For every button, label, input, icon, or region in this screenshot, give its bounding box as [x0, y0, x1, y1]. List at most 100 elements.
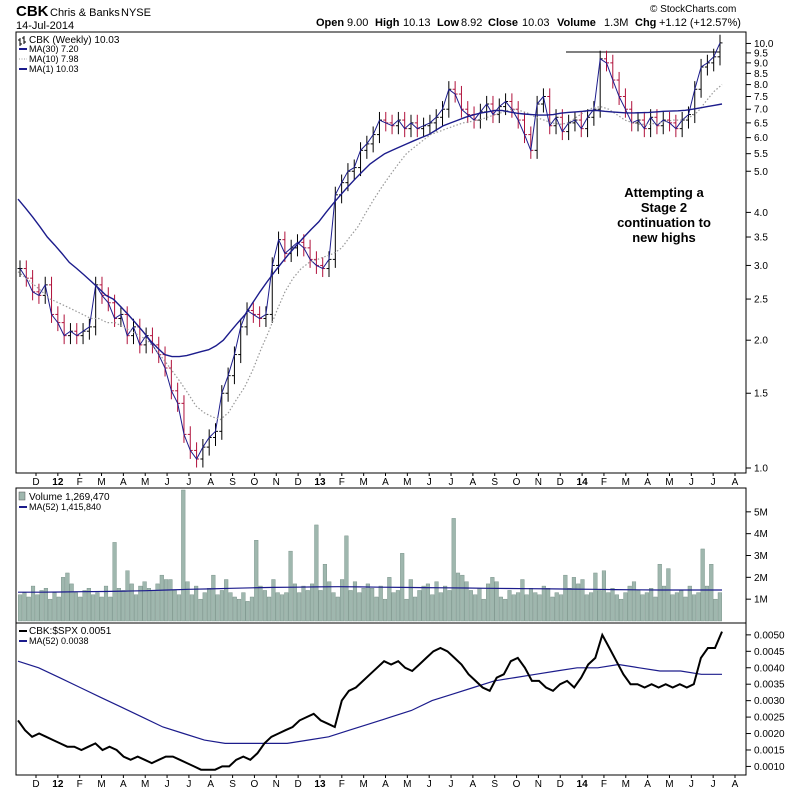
- x-tick-label: A: [470, 779, 477, 790]
- x-tick-label: N: [273, 779, 280, 790]
- volume-bar: [417, 590, 422, 622]
- volume-bar: [365, 583, 370, 622]
- volume-bar: [481, 598, 486, 622]
- volume-bar: [571, 577, 576, 622]
- volume-bar: [327, 581, 332, 622]
- volume-bar: [146, 588, 151, 622]
- volume-bar: [584, 594, 589, 622]
- volume-bar: [301, 585, 306, 622]
- x-tick-label: S: [491, 779, 498, 790]
- volume-bar: [267, 596, 272, 622]
- price-y-label: 8.0: [754, 80, 768, 91]
- volume-bar: [30, 585, 36, 622]
- volume-bar: [108, 596, 113, 622]
- volume-bar: [490, 577, 495, 622]
- low-value: 8.92: [461, 17, 482, 29]
- ma30-legend-label: MA(30) 7.20: [29, 44, 79, 54]
- volume-bar: [597, 590, 602, 622]
- volume-bar: [644, 592, 649, 622]
- volume-bar: [99, 596, 104, 622]
- volume-bar: [438, 592, 443, 622]
- x-tick-label: J: [449, 477, 454, 488]
- x-tick-label: M: [403, 477, 411, 488]
- volume-bar: [340, 579, 345, 622]
- volume-bar: [297, 592, 302, 622]
- ma1-legend-label: MA(1) 10.03: [29, 64, 79, 74]
- x-tick-label: D: [295, 779, 302, 790]
- volume-bar: [713, 598, 718, 622]
- x-tick-label: M: [622, 477, 630, 488]
- volume-bar: [670, 594, 675, 622]
- x-tick-label: J: [711, 477, 716, 488]
- price-y-label: 8.5: [754, 69, 768, 80]
- volume-bar: [447, 590, 452, 622]
- price-y-label: 4.0: [754, 208, 768, 219]
- x-tick-label: 13: [314, 779, 326, 790]
- volume-bar: [709, 564, 714, 622]
- ratio-y-label: 0.0050: [754, 630, 785, 641]
- x-tick-label: J: [427, 477, 432, 488]
- volume-bar: [636, 590, 641, 622]
- volume-bar: [103, 585, 109, 622]
- volume-bar: [245, 601, 250, 622]
- price-y-label: 2.0: [754, 336, 768, 347]
- volume-bar: [232, 596, 237, 622]
- price-y-label: 3.5: [754, 233, 768, 244]
- volume-bar: [378, 585, 383, 622]
- x-tick-label: 12: [52, 477, 64, 488]
- annotation-line-1: Attempting a: [624, 185, 704, 200]
- x-tick-label: F: [339, 477, 345, 488]
- volume-bar: [189, 594, 194, 622]
- volume-bar: [494, 581, 499, 622]
- x-tick-label: J: [449, 779, 454, 790]
- volume-icon: [18, 491, 26, 501]
- company-name: Chris & Banks: [50, 7, 120, 19]
- volume-bar: [194, 585, 199, 622]
- volume-bar: [172, 590, 177, 622]
- x-tick-label: F: [77, 477, 83, 488]
- ohlc-icon: [18, 36, 26, 46]
- x-tick-label: F: [601, 779, 607, 790]
- ma10-line: [17, 84, 723, 421]
- x-tick-label: A: [644, 779, 651, 790]
- volume-bar: [434, 581, 439, 622]
- volume-bar: [464, 581, 469, 622]
- volume-bar: [361, 588, 366, 622]
- exchange-name: NYSE: [121, 7, 151, 19]
- x-tick-label: J: [186, 477, 191, 488]
- volume-bar: [451, 518, 456, 622]
- x-tick-label: J: [689, 477, 694, 488]
- volume-bar: [86, 588, 91, 622]
- x-tick-label: N: [535, 779, 542, 790]
- volume-bar: [22, 592, 27, 622]
- x-tick-label: M: [141, 477, 149, 488]
- volume-bar: [271, 579, 276, 622]
- x-tick-label: 12: [52, 779, 64, 790]
- x-tick-label: A: [644, 477, 651, 488]
- volume-bar: [335, 596, 340, 622]
- x-tick-label: J: [165, 779, 170, 790]
- volume-bar: [228, 592, 233, 622]
- close-value: 10.03: [522, 17, 550, 29]
- ratio-y-label: 0.0030: [754, 696, 785, 707]
- price-panel-frame: [15, 31, 747, 474]
- price-y-label: 6.0: [754, 133, 768, 144]
- volume-bar: [348, 590, 353, 622]
- volume-bar: [391, 592, 396, 622]
- x-tick-label: 14: [577, 477, 589, 488]
- volume-bar: [26, 596, 31, 622]
- x-tick-label: D: [557, 779, 564, 790]
- price-y-label: 7.0: [754, 105, 768, 116]
- x-tick-label: J: [427, 779, 432, 790]
- volume-bar: [275, 592, 280, 622]
- volume-bar: [387, 577, 392, 622]
- volume-bar: [91, 594, 96, 622]
- price-y-label: 7.5: [754, 92, 768, 103]
- price-y-label: 9.0: [754, 58, 768, 69]
- volume-legend-label: Volume 1,269,470: [29, 492, 110, 503]
- price-y-label: 10.0: [754, 39, 774, 50]
- volume-bar: [666, 568, 671, 622]
- volume-bar: [18, 594, 23, 622]
- x-tick-label: O: [513, 477, 521, 488]
- volume-bar: [138, 585, 143, 622]
